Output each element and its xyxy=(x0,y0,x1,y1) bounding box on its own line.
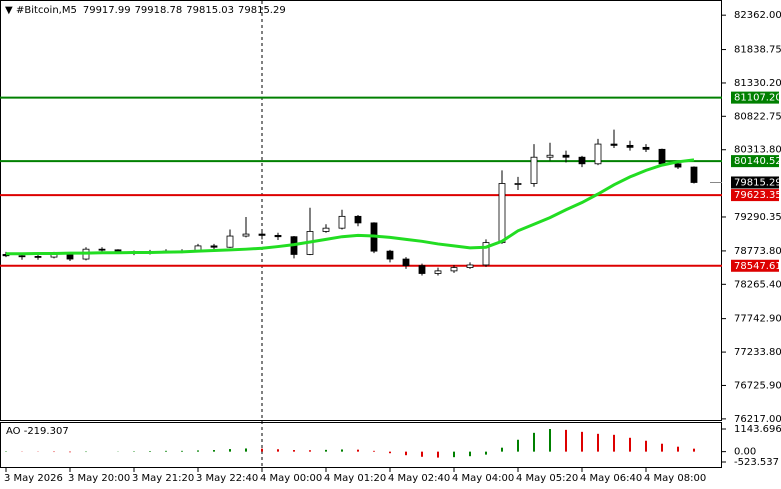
candle-body xyxy=(18,255,26,258)
level-label-box xyxy=(731,189,779,202)
moving-average xyxy=(6,158,695,256)
candle-body xyxy=(434,270,442,274)
indicator-y-tick-label: 1143.696 xyxy=(734,424,781,435)
indicator-y-tick-label: 0.00 xyxy=(734,447,756,458)
candle-body xyxy=(594,143,602,165)
x-tick-label: 4 May 08:00 xyxy=(644,473,706,484)
x-tick-label: 4 May 06:40 xyxy=(580,473,642,484)
high-text: 79918.78 xyxy=(135,5,183,16)
candle-body xyxy=(674,163,682,168)
y-tick-label: 77233.80 xyxy=(734,347,781,358)
y-tick-label: 80822.75 xyxy=(734,111,781,122)
candle-body xyxy=(562,154,570,158)
candle-body xyxy=(242,233,250,237)
candle-body xyxy=(530,156,538,184)
candle-body xyxy=(450,267,458,272)
candle-body xyxy=(658,148,666,165)
level-label: 79623.35 xyxy=(734,190,781,201)
candle-body xyxy=(338,215,346,229)
x-tick-label: 3 May 21:20 xyxy=(132,473,194,484)
candle-body xyxy=(642,146,650,150)
current-price-box xyxy=(731,176,779,189)
level-label-box xyxy=(731,91,779,104)
x-tick-label: 4 May 02:40 xyxy=(388,473,450,484)
candle-body xyxy=(466,264,474,268)
candle-body xyxy=(610,143,618,146)
candle-body xyxy=(402,258,410,267)
x-tick-label: 3 May 2026 xyxy=(4,473,63,484)
y-tick-label: 79290.35 xyxy=(734,212,781,223)
candle-body xyxy=(386,250,394,260)
x-tick-label: 4 May 04:00 xyxy=(452,473,514,484)
y-tick-label: 81838.75 xyxy=(734,45,781,56)
candle-body xyxy=(578,156,586,165)
y-tick-label: 80313.80 xyxy=(734,145,781,156)
x-tick-label: 3 May 20:00 xyxy=(68,473,130,484)
candle-body xyxy=(546,154,554,158)
chart-header: #Bitcoin,M5 79917.99 79918.78 79815.03 79815… xyxy=(16,5,286,16)
level-label: 81107.20 xyxy=(734,93,781,104)
symbol: #Bitcoin,M5 xyxy=(16,5,77,16)
candle-body xyxy=(210,245,218,248)
candle-body xyxy=(690,166,698,183)
candle-body xyxy=(514,183,522,185)
y-tick-label: 78265.40 xyxy=(734,279,781,290)
y-tick-label: 78773.80 xyxy=(734,246,781,257)
level-label: 78547.61 xyxy=(734,261,781,272)
candle-body xyxy=(258,233,266,236)
main-frame xyxy=(0,0,722,421)
x-tick-label: 4 May 01:20 xyxy=(324,473,386,484)
candle-body xyxy=(354,215,362,224)
candle-body xyxy=(322,227,330,232)
y-tick-label: 81330.20 xyxy=(734,78,781,89)
y-tick-label: 77742.90 xyxy=(734,314,781,325)
level-label-box xyxy=(731,155,779,168)
y-tick-label: 76217.00 xyxy=(734,414,781,425)
open-text: 79917.99 xyxy=(83,5,131,16)
y-tick-label: 76725.90 xyxy=(734,380,781,391)
candle-body xyxy=(482,242,490,266)
collapse-icon: ▼ xyxy=(5,5,13,16)
level-label: 80140.52 xyxy=(734,156,781,167)
current-price-label: 79815.29 xyxy=(734,177,781,188)
candle-body xyxy=(34,256,42,258)
indicator-frame xyxy=(0,422,722,468)
candle-body xyxy=(498,183,506,244)
candle-body xyxy=(226,235,234,248)
low-text: 79815.03 xyxy=(186,5,234,16)
candle-body xyxy=(66,254,74,260)
indicator-title: AO -219.307 xyxy=(6,426,69,437)
candle-body xyxy=(418,265,426,274)
candle-body xyxy=(274,234,282,238)
x-tick-label: 4 May 00:00 xyxy=(260,473,322,484)
x-tick-label: 3 May 22:40 xyxy=(196,473,258,484)
candle-body xyxy=(98,248,106,251)
x-tick-label: 4 May 05:20 xyxy=(516,473,578,484)
y-tick-label: 82362.00 xyxy=(734,10,781,21)
candle-body xyxy=(626,144,634,148)
close-text: 79815.29 xyxy=(238,5,286,16)
indicator-y-tick-label: -523.537 xyxy=(734,457,779,468)
level-label-box xyxy=(731,259,779,272)
